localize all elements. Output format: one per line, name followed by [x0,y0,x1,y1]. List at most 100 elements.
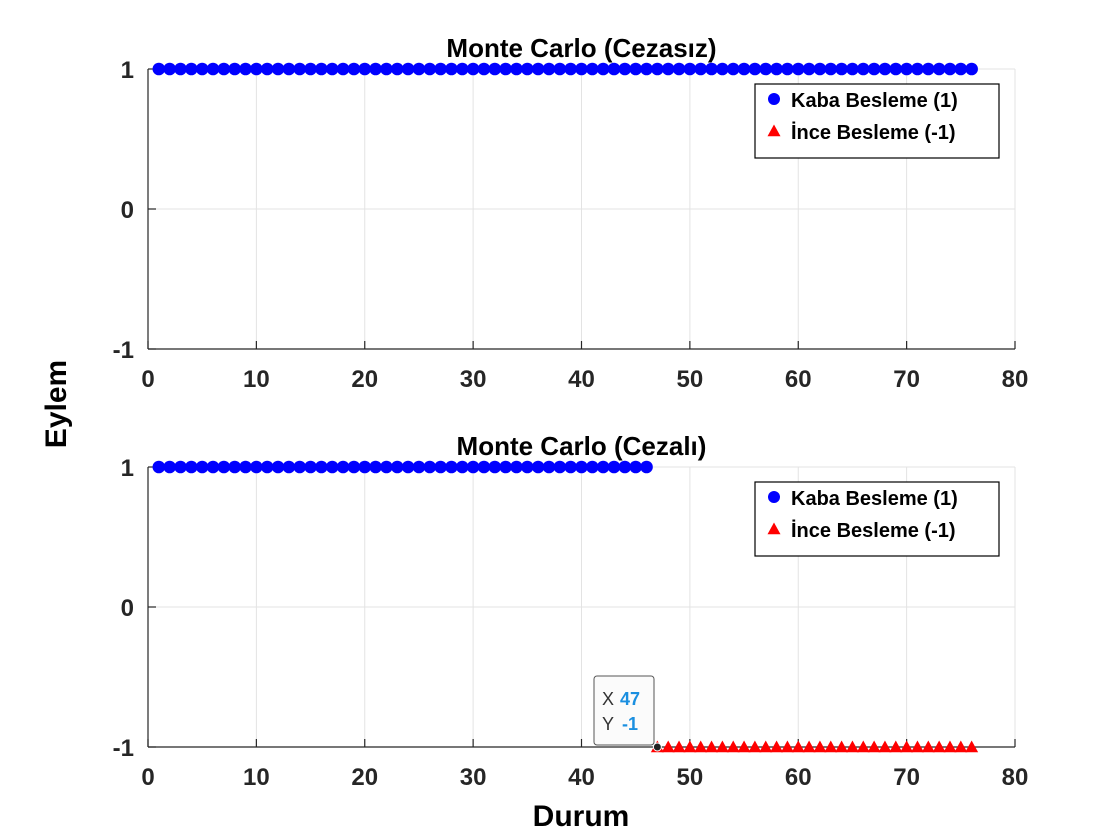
data-point-circle[interactable] [163,62,176,76]
data-point-circle[interactable] [748,62,762,76]
data-point-triangle[interactable] [910,740,924,753]
data-point-triangle[interactable] [878,740,892,753]
data-point-circle[interactable] [152,460,166,474]
data-point-circle[interactable] [271,62,285,76]
data-point-circle[interactable] [304,62,317,76]
data-point-circle[interactable] [445,62,458,76]
data-point-circle[interactable] [293,62,307,76]
data-point-circle[interactable] [250,460,263,474]
data-point-circle[interactable] [640,460,653,474]
data-point-circle[interactable] [390,62,404,76]
data-point-circle[interactable] [531,62,545,76]
data-point-circle[interactable] [206,460,220,474]
data-point-triangle[interactable] [932,740,946,753]
data-point-circle[interactable] [911,62,924,76]
data-point-circle[interactable] [228,460,241,474]
subplot-penalized[interactable]: 0 10 20 30 40 50 60 70 80 -1 0 1 Monte Carlo (Cezalı… [113,431,1029,791]
data-point-circle[interactable] [553,62,567,76]
data-point-circle[interactable] [586,62,599,76]
data-point-triangle[interactable] [759,740,773,753]
data-point-circle[interactable] [380,62,393,76]
data-point-circle[interactable] [369,62,382,76]
data-point-circle[interactable] [716,62,729,76]
data-point-circle[interactable] [185,460,198,474]
data-point-circle[interactable] [347,460,361,474]
data-point-circle[interactable] [726,62,740,76]
data-point-circle[interactable] [553,460,567,474]
data-point-circle[interactable] [521,460,534,474]
data-point-circle[interactable] [282,460,296,474]
data-point-circle[interactable] [640,62,653,76]
data-point-circle[interactable] [260,62,274,76]
data-point-circle[interactable] [954,62,968,76]
data-point-triangle[interactable] [965,740,979,753]
data-point-circle[interactable] [195,62,209,76]
data-point-circle[interactable] [672,62,686,76]
data-point-circle[interactable] [618,62,632,76]
data-point-circle[interactable] [380,460,393,474]
data-point-circle[interactable] [315,62,328,76]
data-point-circle[interactable] [575,62,588,76]
data-point-circle[interactable] [943,62,957,76]
data-point-circle[interactable] [596,62,610,76]
data-point-circle[interactable] [564,460,577,474]
data-point-circle[interactable] [586,460,599,474]
data-point-circle[interactable] [531,460,545,474]
data-point-triangle[interactable] [672,740,686,753]
data-point-triangle[interactable] [802,740,816,753]
data-point-triangle[interactable] [921,740,935,753]
data-point-circle[interactable] [499,62,512,76]
data-point-circle[interactable] [271,460,285,474]
data-point-circle[interactable] [477,62,491,76]
data-point-circle[interactable] [542,460,556,474]
data-point-circle[interactable] [629,460,642,474]
data-point-circle[interactable] [423,460,437,474]
data-point-circle[interactable] [878,62,892,76]
data-point-circle[interactable] [401,62,415,76]
data-point-triangle[interactable] [715,740,729,753]
data-point-circle[interactable] [651,62,664,76]
data-point-circle[interactable] [488,460,502,474]
data-point-circle[interactable] [759,62,773,76]
data-point-circle[interactable] [965,62,978,76]
datatip[interactable]: X 47 Y -1 [593,675,662,752]
data-point-circle[interactable] [217,62,231,76]
data-point-triangle[interactable] [726,740,740,753]
data-point-triangle[interactable] [867,740,881,753]
data-point-circle[interactable] [466,62,480,76]
data-point-circle[interactable] [705,62,718,76]
data-point-circle[interactable] [889,62,903,76]
data-point-circle[interactable] [239,460,252,474]
data-point-circle[interactable] [770,62,783,76]
data-point-circle[interactable] [347,62,361,76]
data-point-circle[interactable] [618,460,632,474]
data-point-circle[interactable] [607,460,621,474]
data-point-circle[interactable] [455,460,469,474]
data-point-circle[interactable] [174,460,187,474]
data-point-triangle[interactable] [661,740,675,753]
data-point-circle[interactable] [336,62,350,76]
data-point-triangle[interactable] [954,740,968,753]
data-point-circle[interactable] [282,62,296,76]
data-point-circle[interactable] [521,62,534,76]
data-point-triangle[interactable] [705,740,719,753]
data-point-triangle[interactable] [845,740,859,753]
data-point-triangle[interactable] [889,740,903,753]
data-point-circle[interactable] [575,460,588,474]
data-point-circle[interactable] [250,62,263,76]
data-point-circle[interactable] [900,62,913,76]
data-point-triangle[interactable] [824,740,838,753]
data-point-circle[interactable] [412,62,426,76]
data-point-circle[interactable] [683,62,697,76]
subplot-penalty-free[interactable]: 0 10 20 30 40 50 60 70 80 -1 0 1 Monte Carlo (Cezası… [113,33,1029,393]
data-point-circle[interactable] [737,62,751,76]
data-point-circle[interactable] [152,62,166,76]
data-point-circle[interactable] [304,460,317,474]
data-point-circle[interactable] [401,460,415,474]
data-point-circle[interactable] [835,62,848,76]
data-point-circle[interactable] [423,62,437,76]
data-point-circle[interactable] [325,62,339,76]
data-point-triangle[interactable] [835,740,849,753]
data-point-circle[interactable] [499,460,512,474]
data-point-circle[interactable] [336,460,350,474]
